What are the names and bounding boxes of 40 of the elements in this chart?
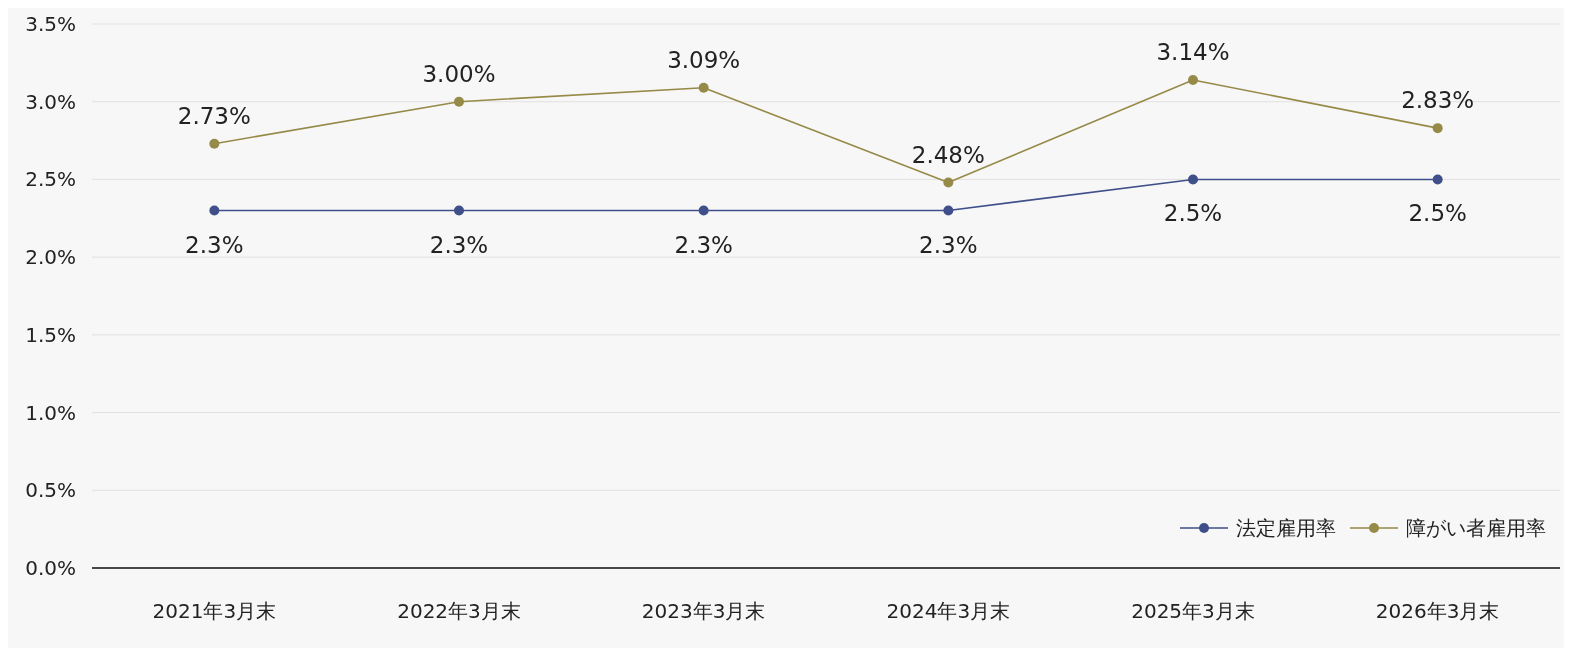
y-tick-label: 1.0%: [25, 400, 76, 425]
x-tick-label: 2025年3月末: [1131, 599, 1255, 623]
x-tick-label: 2024年3月末: [886, 599, 1011, 623]
data-label: 3.00%: [422, 60, 496, 87]
point: [698, 82, 709, 93]
point: [1432, 174, 1443, 185]
x-tick-label: 2021年3月末: [152, 599, 277, 623]
x-tick-label: 2022年3月末: [397, 599, 521, 623]
point: [1432, 123, 1443, 134]
data-label: 2.3%: [674, 231, 733, 258]
point: [698, 205, 709, 216]
point: [1188, 174, 1198, 185]
legend-label: 障がい者雇用率: [1406, 516, 1546, 540]
point: [943, 205, 954, 216]
x-tick-label: 2026年3月末: [1375, 599, 1500, 623]
point: [454, 96, 464, 107]
data-label: 3.09%: [667, 46, 741, 73]
data-label: 2.3%: [429, 231, 489, 258]
data-label: 2.5%: [1408, 200, 1467, 227]
data-label: 2.3%: [185, 231, 244, 258]
data-label: 2.73%: [177, 102, 251, 129]
y-tick-label: 0.0%: [25, 556, 76, 580]
point: [454, 205, 464, 216]
y-tick-label: 1.5%: [25, 322, 76, 347]
data-label: 2.48%: [911, 141, 985, 168]
y-tick-label: 3.5%: [25, 12, 76, 36]
y-tick-label: 2.0%: [25, 245, 76, 270]
y-tick-label: 2.5%: [25, 167, 76, 192]
data-label: 2.5%: [1163, 200, 1223, 227]
point: [209, 205, 220, 216]
y-tick-label: 3.0%: [25, 89, 76, 114]
data-label: 3.14%: [1156, 38, 1230, 65]
data-label: 2.3%: [919, 231, 978, 258]
legend-label: 法定雇用率: [1236, 516, 1336, 540]
point: [1188, 74, 1198, 85]
data-label: 2.83%: [1401, 87, 1475, 114]
point: [209, 138, 220, 149]
x-tick-label: 2023年3月末: [641, 599, 766, 623]
y-tick-label: 0.5%: [25, 478, 76, 503]
point: [943, 177, 954, 188]
